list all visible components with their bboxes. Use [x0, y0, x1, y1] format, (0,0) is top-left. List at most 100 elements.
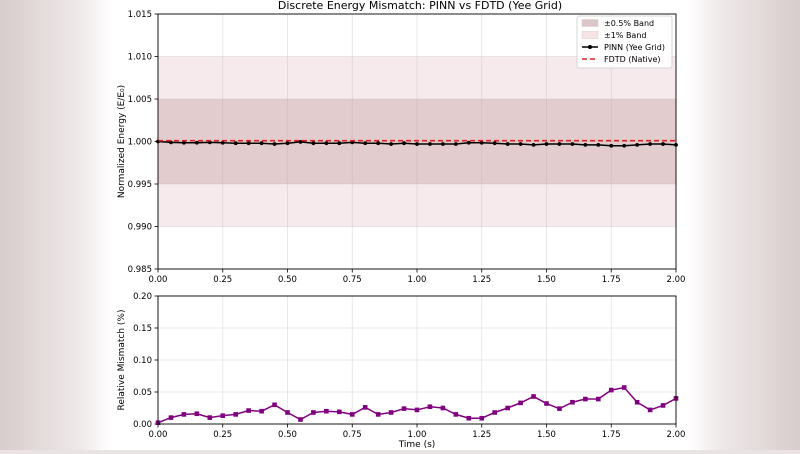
data-point: [531, 394, 536, 399]
data-point: [518, 142, 523, 146]
data-point: [337, 409, 342, 415]
legend-label: ±0.5% Band: [604, 19, 654, 28]
data-point: [428, 142, 432, 146]
data-point: [233, 141, 238, 146]
y-tick-label: 0.00: [133, 420, 152, 430]
data-point: [453, 412, 459, 417]
data-point: [466, 415, 472, 421]
data-point: [337, 141, 342, 146]
data-point: [259, 141, 264, 146]
data-point: [608, 387, 614, 393]
data-point: [557, 406, 562, 411]
legend-swatch: [581, 31, 599, 39]
y-tick-label: 0.15: [133, 324, 152, 334]
data-point: [609, 143, 614, 148]
data-point: [492, 141, 497, 146]
y-tick-label: 0.995: [128, 180, 152, 190]
data-point: [415, 142, 419, 146]
data-point: [375, 412, 381, 417]
data-point: [557, 142, 562, 146]
legend-marker: [588, 45, 592, 49]
data-point: [311, 141, 316, 146]
data-point: [466, 140, 471, 145]
data-point: [634, 399, 640, 405]
data-point: [401, 406, 407, 411]
data-point: [324, 141, 329, 146]
data-point: [376, 141, 381, 146]
mismatch-plot: 0.00 0.25 0.50 0.75 1.00 1.25 1.50 1.75 2.00 0.00…: [117, 292, 685, 450]
x-tick-label: 1.00: [408, 275, 427, 285]
y-tick-label: 1.000: [128, 138, 152, 148]
x-tick-label: 0.00: [149, 275, 168, 285]
data-point: [324, 408, 329, 414]
data-point: [285, 410, 290, 415]
tolerance-band: [158, 56, 676, 227]
data-point: [246, 141, 251, 146]
data-point: [246, 408, 251, 413]
y-tick-label: 1.015: [128, 10, 152, 20]
data-point: [168, 415, 174, 420]
legend-label: PINN (Yee Grid): [604, 43, 665, 52]
data-point: [259, 408, 264, 414]
data-point: [194, 140, 199, 145]
x-tick-label: 0.25: [213, 275, 232, 285]
y-axis-label: Normalized Energy (E/E₀): [117, 85, 127, 198]
data-point: [570, 142, 575, 146]
energy-plot: 0.00 0.25 0.50 0.75 1.00 1.25 1.50 1.75 2.00 0.98…: [117, 10, 685, 285]
data-point: [661, 142, 665, 146]
data-point: [518, 400, 523, 406]
data-point: [362, 405, 368, 410]
data-point: [570, 399, 575, 405]
data-point: [647, 407, 653, 413]
x-tick-label: 0.75: [343, 430, 362, 440]
data-point: [349, 412, 355, 417]
data-point: [402, 141, 406, 146]
data-point: [622, 143, 627, 148]
data-point: [194, 411, 200, 417]
x-tick-label: 2.00: [667, 430, 686, 440]
plot-frame: [157, 13, 677, 270]
data-point: [272, 142, 277, 146]
y-tick-label: 0.10: [133, 356, 152, 366]
data-point: [505, 405, 510, 411]
data-point: [285, 141, 290, 146]
x-tick-label: 0.50: [278, 430, 297, 440]
data-point: [544, 401, 549, 406]
data-point: [583, 396, 588, 402]
data-point: [596, 143, 601, 147]
x-tick-label: 0.75: [343, 275, 362, 285]
data-point: [648, 142, 652, 146]
plot-frame: [157, 295, 677, 425]
data-point: [414, 407, 420, 413]
data-point: [453, 142, 458, 146]
data-point: [531, 143, 536, 147]
legend-swatch: [581, 19, 599, 27]
x-axis-label: Time (s): [398, 440, 436, 450]
data-point: [182, 140, 186, 145]
data-point: [311, 410, 316, 415]
y-tick-label: 1.005: [128, 95, 152, 105]
legend-label: FDTD (Native): [604, 55, 661, 64]
y-tick-label: 0.985: [128, 265, 152, 275]
data-point: [621, 385, 627, 390]
x-tick-label: 1.00: [408, 430, 427, 440]
data-point: [479, 415, 485, 421]
legend: ±0.5% Band ±1% Band PINN (Yee Grid) FDTD (N…: [576, 15, 673, 69]
data-point: [220, 413, 226, 418]
y-tick-label: 0.990: [128, 223, 152, 233]
y-tick-label: 1.010: [128, 53, 152, 63]
x-tick-label: 1.75: [602, 275, 621, 285]
x-tick-label: 1.25: [472, 430, 491, 440]
y-tick-label: 0.20: [133, 292, 152, 302]
y-axis-label: Relative Mismatch (%): [117, 309, 127, 410]
x-tick-label: 0.00: [149, 430, 168, 440]
data-point: [207, 415, 213, 420]
data-point: [298, 417, 303, 422]
data-point: [441, 142, 445, 146]
x-tick-label: 1.25: [472, 275, 491, 285]
data-point: [596, 396, 601, 402]
y-tick-label: 0.05: [133, 388, 152, 398]
x-tick-label: 1.50: [537, 430, 556, 440]
data-point: [298, 140, 303, 144]
x-tick-label: 1.75: [602, 430, 621, 440]
